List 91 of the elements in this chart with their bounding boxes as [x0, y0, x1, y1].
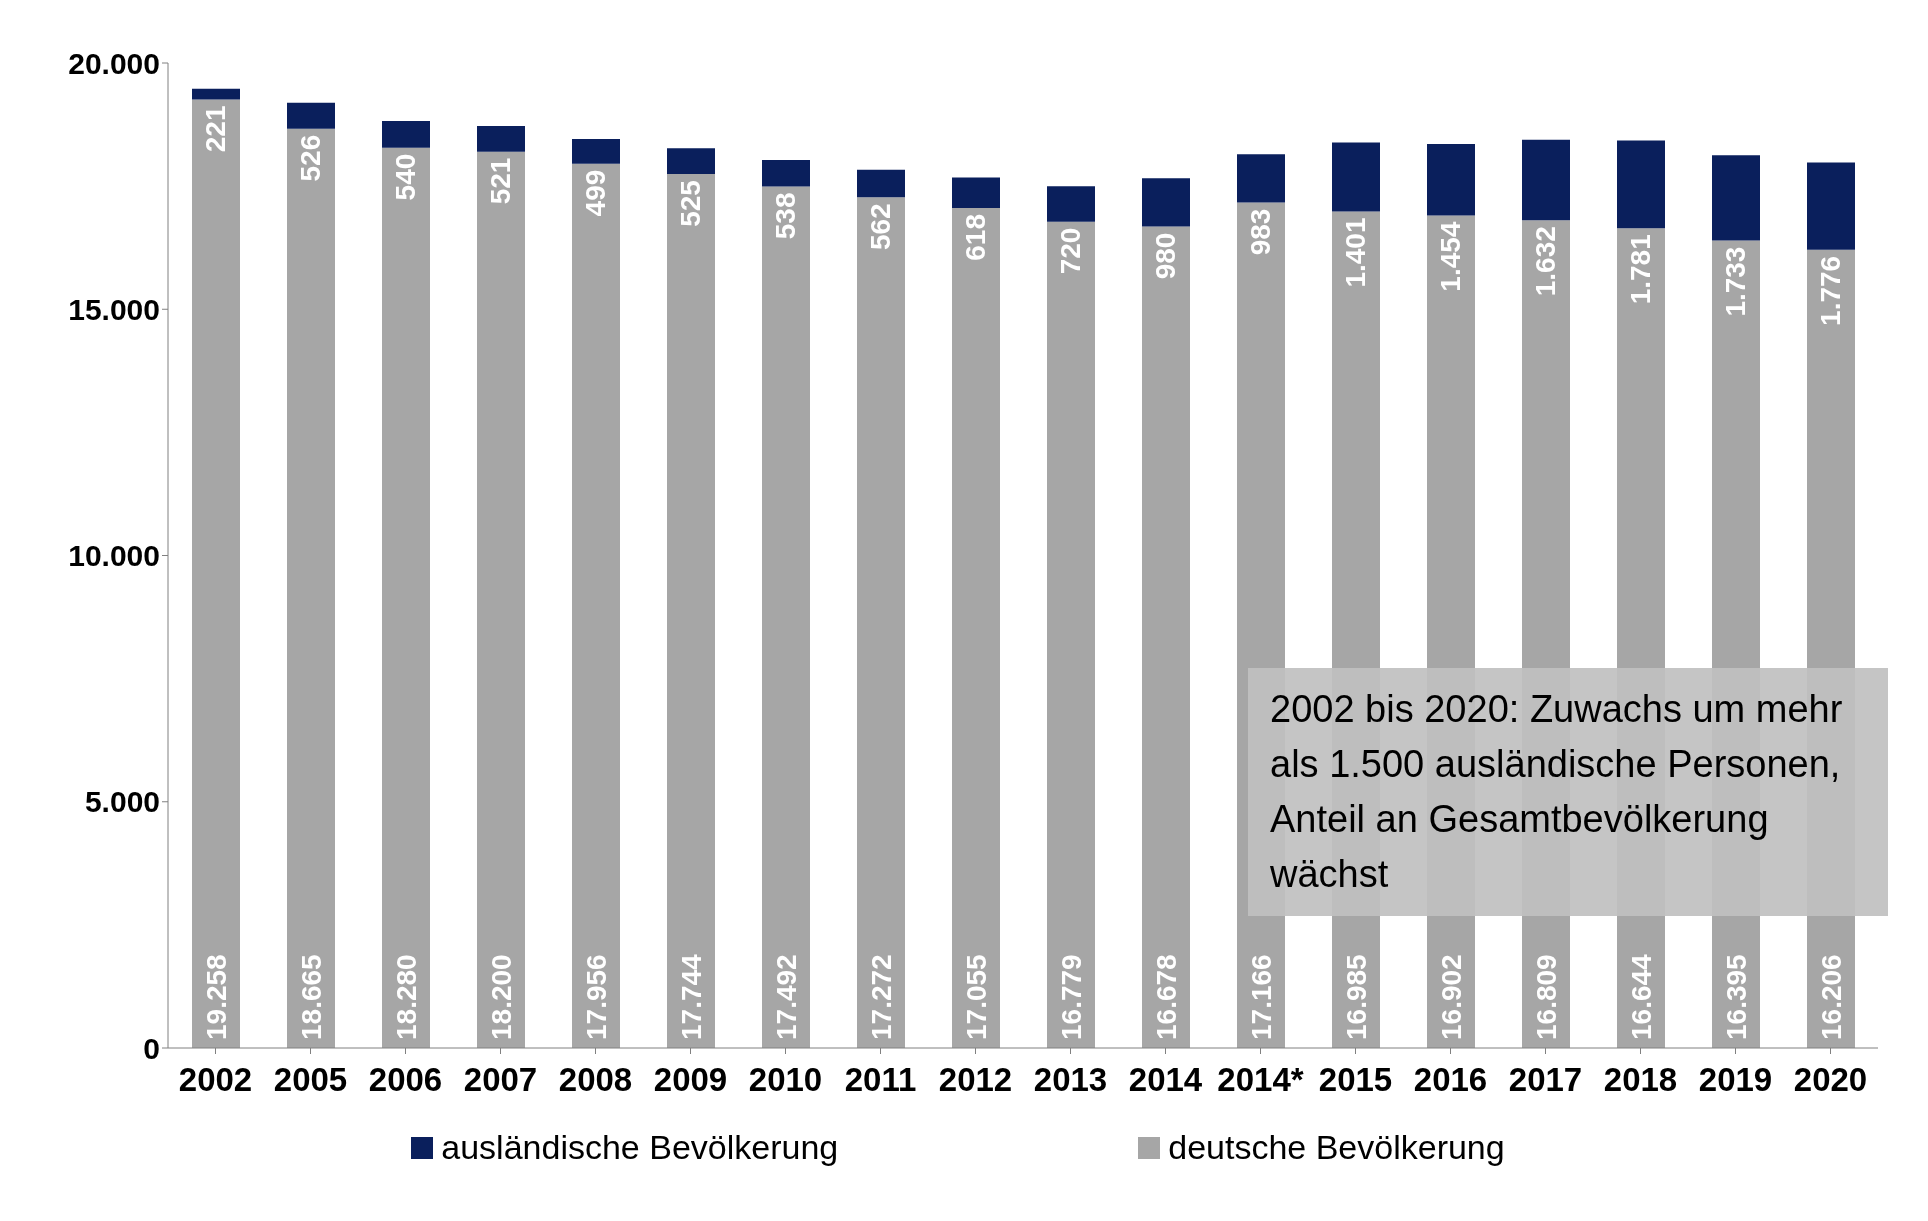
bar — [952, 177, 1000, 209]
data-label: 16.809 — [1530, 954, 1562, 1040]
y-tick-label: 0 — [143, 1031, 160, 1065]
bar — [952, 208, 1000, 1048]
bar — [477, 151, 525, 1048]
data-label: 521 — [485, 157, 517, 205]
data-label: 525 — [675, 180, 707, 227]
data-label: 18.280 — [390, 954, 422, 1040]
annotation: 2002 bis 2020: Zuwachs um mehr als 1.500 ausländische Personen, Anteil an Gesamtbevölkerung wächst — [1248, 668, 1888, 917]
data-label: 1.776 — [1815, 255, 1847, 326]
y-tick-label: 10.000 — [68, 539, 160, 573]
bar — [1807, 162, 1855, 250]
data-label: 16.395 — [1720, 954, 1752, 1040]
data-label: 16.779 — [1055, 954, 1087, 1040]
legend-label: ausländische Bevölkerung — [441, 1128, 839, 1167]
bar — [1712, 155, 1760, 241]
bar — [1522, 139, 1570, 221]
data-label: 1.454 — [1435, 221, 1467, 292]
x-tick-label: 2014* — [1217, 1061, 1304, 1099]
data-label: 16.644 — [1625, 953, 1657, 1040]
bar — [1617, 140, 1665, 229]
x-tick-label: 2015 — [1318, 1061, 1393, 1099]
data-label: 1.781 — [1625, 234, 1657, 305]
data-label: 526 — [295, 134, 327, 182]
x-tick-label: 2008 — [558, 1061, 633, 1099]
bar — [287, 102, 335, 129]
data-label: 16.902 — [1435, 954, 1467, 1040]
x-tick-label: 2016 — [1413, 1061, 1488, 1099]
bar — [857, 197, 905, 1048]
data-label: 17.744 — [675, 953, 707, 1040]
bar — [572, 163, 620, 1048]
data-label: 983 — [1245, 208, 1277, 256]
x-tick-label: 2014 — [1128, 1061, 1203, 1099]
x-tick-label: 2009 — [653, 1061, 728, 1099]
bar — [382, 121, 430, 148]
bar — [192, 99, 240, 1048]
data-label: 16.206 — [1815, 954, 1847, 1040]
bar — [1427, 143, 1475, 216]
data-label: 19.258 — [200, 954, 232, 1040]
data-label: 221 — [200, 105, 232, 153]
bar — [762, 186, 810, 1048]
data-label: 1.401 — [1340, 217, 1372, 288]
data-label: 720 — [1055, 227, 1087, 275]
data-label: 538 — [770, 192, 802, 240]
x-tick-label: 2011 — [844, 1061, 917, 1099]
bar — [1142, 226, 1190, 1048]
bar — [1047, 186, 1095, 222]
bar — [1237, 154, 1285, 203]
bar — [762, 160, 810, 187]
data-label: 17.166 — [1245, 954, 1277, 1040]
data-label: 17.492 — [770, 954, 802, 1040]
x-tick-label: 2002 — [178, 1061, 253, 1099]
data-label: 17.272 — [865, 954, 897, 1040]
x-tick-label: 2007 — [463, 1061, 538, 1099]
data-label: 1.733 — [1720, 246, 1752, 317]
bar — [287, 128, 335, 1048]
data-label: 18.665 — [295, 954, 327, 1040]
data-label: 618 — [960, 214, 992, 261]
bar — [667, 148, 715, 175]
bar — [1047, 221, 1095, 1048]
bar — [667, 174, 715, 1048]
x-tick-label: 2019 — [1698, 1061, 1773, 1099]
data-label: 540 — [390, 153, 422, 201]
bar — [572, 139, 620, 164]
data-label: 980 — [1150, 232, 1182, 280]
data-label: 17.956 — [580, 954, 612, 1040]
bar — [192, 88, 240, 100]
x-tick-label: 2020 — [1793, 1061, 1868, 1099]
x-tick-label: 2006 — [368, 1061, 443, 1099]
bar — [857, 169, 905, 198]
data-label: 18.200 — [485, 954, 517, 1040]
data-label: 499 — [580, 169, 612, 217]
data-label: 16.985 — [1340, 954, 1372, 1040]
data-label: 1.632 — [1530, 226, 1562, 297]
x-tick-label: 2005 — [273, 1061, 348, 1099]
bar — [382, 147, 430, 1048]
y-tick-label: 5.000 — [84, 785, 160, 819]
data-label: 16.678 — [1150, 954, 1182, 1040]
y-tick-label: 20.000 — [68, 46, 160, 80]
x-tick-label: 2010 — [748, 1061, 823, 1099]
legend-label: deutsche Bevölkerung — [1168, 1128, 1505, 1167]
x-tick-label: 2017 — [1508, 1061, 1583, 1099]
data-label: 17.055 — [960, 954, 992, 1040]
bar — [1142, 178, 1190, 227]
bar — [477, 125, 525, 152]
x-tick-label: 2018 — [1603, 1061, 1678, 1099]
y-tick-label: 15.000 — [68, 292, 160, 326]
data-label: 562 — [865, 203, 897, 251]
x-tick-label: 2012 — [938, 1061, 1013, 1099]
bar — [1332, 142, 1380, 212]
x-tick-label: 2013 — [1033, 1061, 1108, 1099]
